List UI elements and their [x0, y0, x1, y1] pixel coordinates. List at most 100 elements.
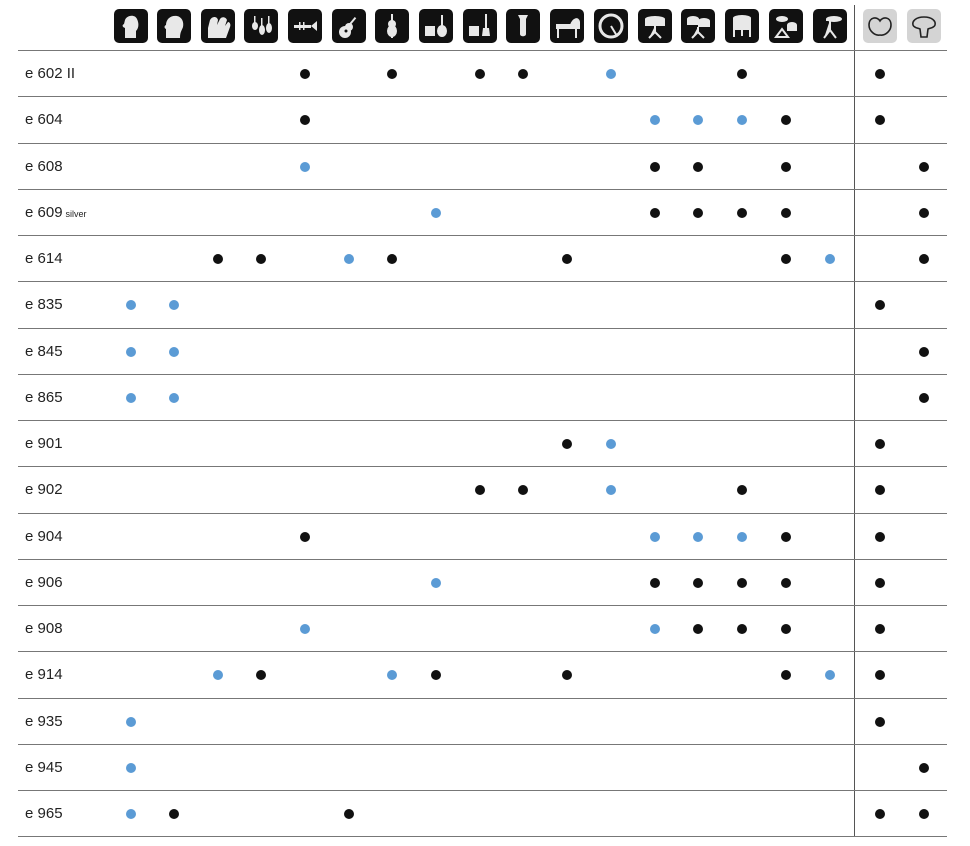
model-name: e 602 II: [25, 65, 76, 83]
recommended-dot-blue: [126, 392, 136, 403]
suitable-dot-black: [737, 577, 747, 588]
suitable-dot-black: [650, 161, 660, 172]
suitable-dot-black: [919, 207, 929, 218]
recommended-dot-blue: [737, 531, 747, 542]
suitable-dot-black: [431, 670, 441, 681]
suitable-dot-black: [650, 207, 660, 218]
suitable-dot-black: [737, 69, 747, 80]
model-name: e 608: [25, 157, 63, 175]
suitable-dot-black: [650, 577, 660, 588]
recommended-dot-blue: [825, 670, 835, 681]
row-divider: [18, 559, 947, 560]
recommended-dot-blue: [169, 300, 179, 311]
suitable-dot-black: [781, 531, 791, 542]
model-label: e 906: [25, 574, 63, 592]
model-label: e 904: [25, 528, 63, 546]
recommended-dot-blue: [126, 809, 136, 820]
row-divider: [18, 698, 947, 699]
model-label: e 835: [25, 296, 63, 314]
suitable-dot-black: [562, 254, 572, 265]
model-name: e 906: [25, 573, 63, 591]
model-label: e 602 II: [25, 65, 75, 83]
model-name: e 945: [25, 758, 63, 776]
model-name: e 904: [25, 527, 63, 545]
model-label: e 865: [25, 389, 63, 407]
model-name: e 901: [25, 435, 63, 453]
suitable-dot-black: [737, 485, 747, 496]
model-label: e 935: [25, 713, 63, 731]
model-label: e 845: [25, 343, 63, 361]
suitable-dot-black: [693, 161, 703, 172]
cardioid-pattern-icon: [863, 9, 897, 43]
suitable-dot-black: [781, 624, 791, 635]
suitable-dot-black: [919, 254, 929, 265]
recommended-dot-blue: [825, 254, 835, 265]
bass-amp-icon: [463, 9, 497, 43]
model-name: e 908: [25, 620, 63, 638]
model-name: e 865: [25, 388, 63, 406]
recommended-dot-blue: [126, 762, 136, 773]
recommended-dot-blue: [126, 346, 136, 357]
suitable-dot-black: [875, 485, 885, 496]
suitable-dot-black: [475, 69, 485, 80]
trumpet-icon: [288, 9, 322, 43]
snare-drum-icon: [638, 9, 672, 43]
percussion-icon: [769, 9, 803, 43]
suitable-dot-black: [693, 207, 703, 218]
row-divider: [18, 836, 947, 837]
row-divider: [18, 651, 947, 652]
recommended-dot-blue: [387, 670, 397, 681]
recommended-dot-blue: [213, 670, 223, 681]
bass-drum-icon: [594, 9, 628, 43]
suitable-dot-black: [875, 115, 885, 126]
model-name: e 614: [25, 250, 63, 268]
model-label: e 945: [25, 759, 63, 777]
recommended-dot-blue: [606, 485, 616, 496]
suitable-dot-black: [781, 161, 791, 172]
model-label: e 608: [25, 158, 63, 176]
row-divider: [18, 744, 947, 745]
recommended-dot-blue: [650, 624, 660, 635]
suitable-dot-black: [562, 670, 572, 681]
row-divider: [18, 466, 947, 467]
recommended-dot-blue: [650, 531, 660, 542]
recommended-dot-blue: [606, 69, 616, 80]
row-divider: [18, 189, 947, 190]
suitable-dot-black: [875, 624, 885, 635]
suitable-dot-black: [781, 115, 791, 126]
suitable-dot-black: [875, 670, 885, 681]
model-label: e 604: [25, 111, 63, 129]
suitable-dot-black: [875, 577, 885, 588]
suitable-dot-black: [518, 485, 528, 496]
row-divider: [18, 50, 947, 51]
suitable-dot-black: [919, 161, 929, 172]
row-divider: [18, 96, 947, 97]
model-name: e 845: [25, 342, 63, 360]
recommended-dot-blue: [693, 115, 703, 126]
row-divider: [18, 374, 947, 375]
suitable-dot-black: [919, 809, 929, 820]
row-divider: [18, 790, 947, 791]
row-divider: [18, 420, 947, 421]
recommended-dot-blue: [693, 531, 703, 542]
violin-icon: [375, 9, 409, 43]
suitable-dot-black: [518, 69, 528, 80]
choir-icon: [201, 9, 235, 43]
recommended-dot-blue: [431, 207, 441, 218]
suitable-dot-black: [300, 531, 310, 542]
suitable-dot-black: [875, 531, 885, 542]
cymbal-icon: [813, 9, 847, 43]
grand-piano-icon: [550, 9, 584, 43]
acoustic-guitar-icon: [332, 9, 366, 43]
recommended-dot-blue: [650, 115, 660, 126]
row-divider: [18, 143, 947, 144]
suitable-dot-black: [781, 207, 791, 218]
supercardioid-pattern-icon: [907, 9, 941, 43]
suitable-dot-black: [875, 300, 885, 311]
string-ensemble-icon: [244, 9, 278, 43]
recommended-dot-blue: [126, 716, 136, 727]
female-vocals-icon: [114, 9, 148, 43]
suitable-dot-black: [300, 115, 310, 126]
suitable-dot-black: [875, 716, 885, 727]
suitable-dot-black: [737, 624, 747, 635]
